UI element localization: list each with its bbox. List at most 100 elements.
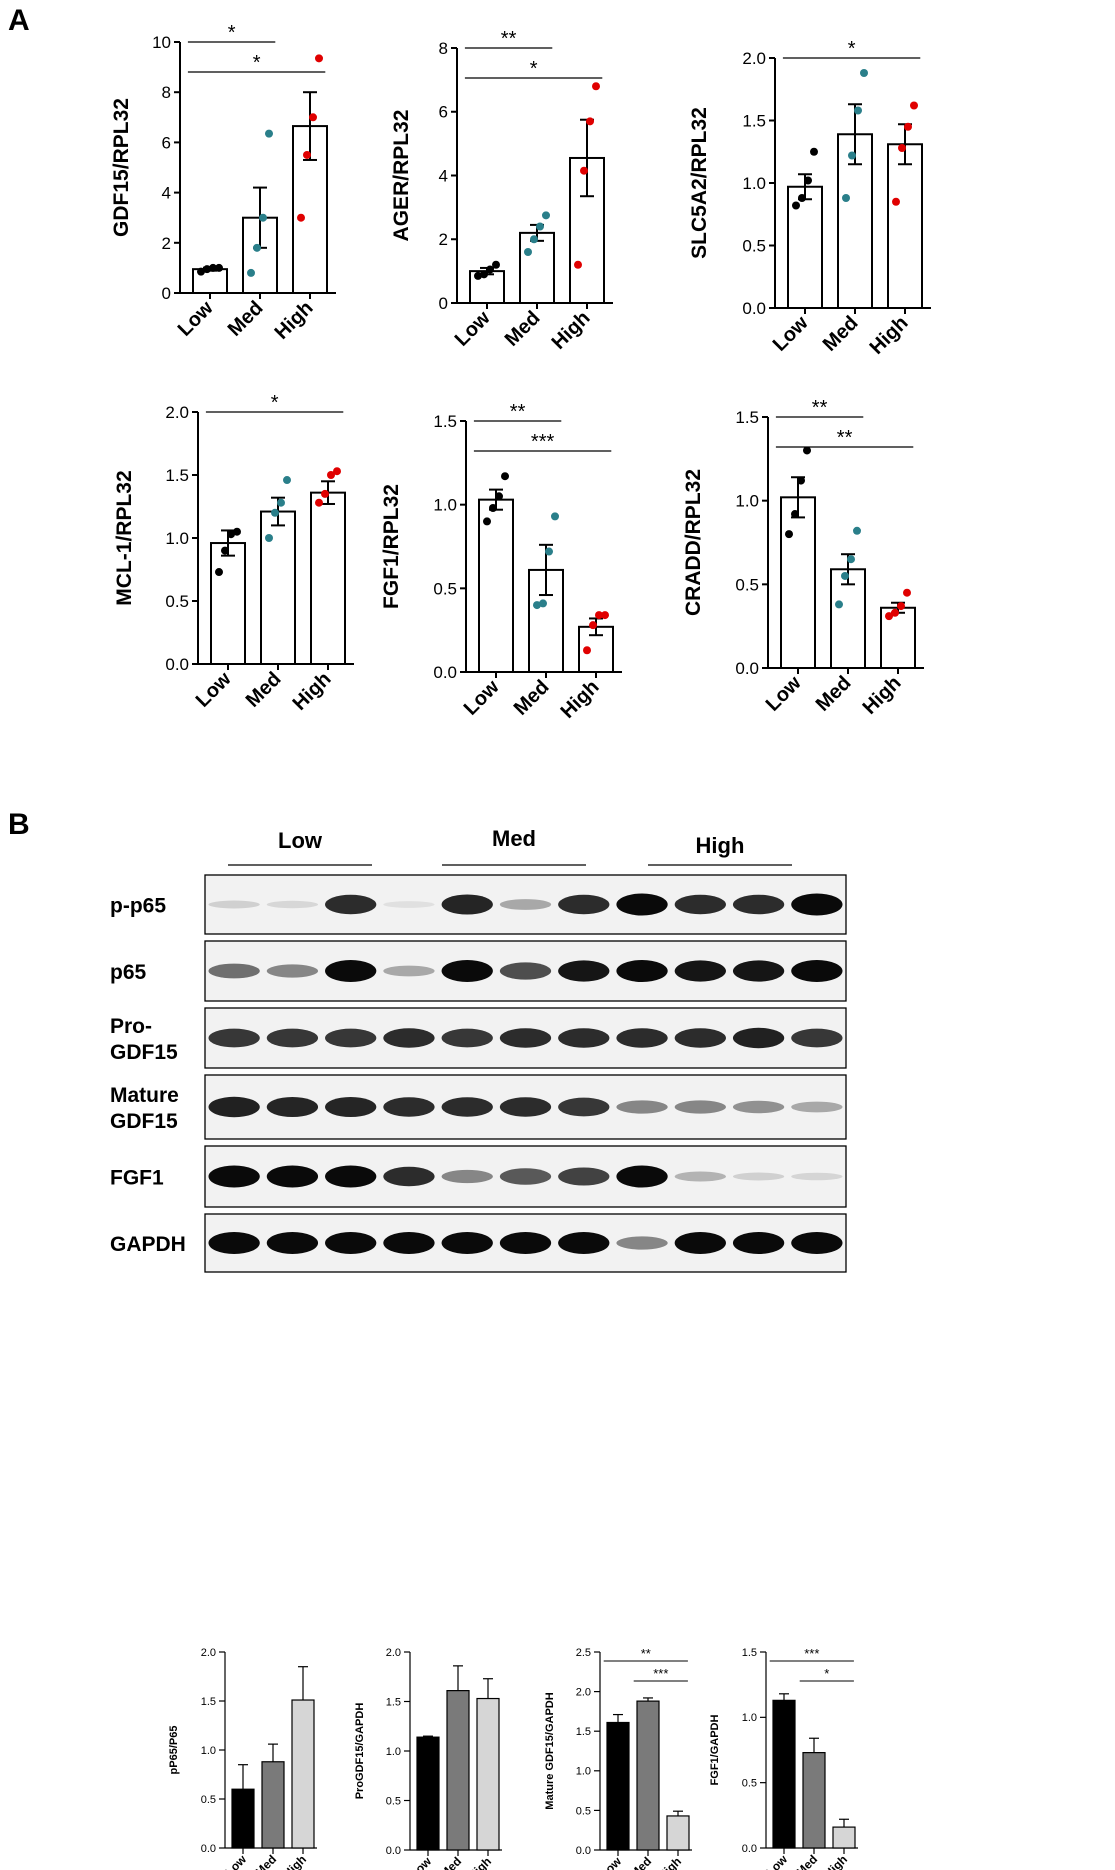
band [732,1172,785,1181]
data-point [495,492,503,501]
y-tick-label: 1.0 [201,1745,216,1757]
data-point [574,260,582,269]
y-tick-label: 0 [439,294,448,313]
band [208,1165,260,1188]
band [674,1232,726,1254]
y-tick-label: 1.5 [201,1696,216,1708]
y-axis-label: GDF15/RPL32 [110,98,133,237]
chart-1: 0 2 4 6 8 10 GDF15/RPL32 Low Med High * * [110,22,336,344]
data-point [885,612,893,621]
y-tick-label: 0.0 [742,299,766,318]
data-point [545,547,553,556]
y-tick-label: 2.0 [201,1647,216,1659]
data-point [589,621,597,630]
chart-8: 0.0 0.5 1.0 1.5 2.0 ProGDF15/GAPDH Low Med High [354,1647,502,1870]
data-point [810,147,818,156]
y-tick-label: 0.0 [201,1843,216,1855]
data-point [586,117,594,126]
y-tick-label: 0.0 [742,1843,757,1855]
blot-row-label: GDF15 [110,1110,178,1133]
data-point [583,646,591,655]
y-tick-label: 2.0 [742,49,766,68]
x-tick-label: Low [192,668,236,712]
data-point [203,265,211,274]
significance-label: * [530,58,538,80]
y-tick-label: 2 [439,230,448,249]
data-point [327,471,335,479]
data-point [595,611,603,620]
y-tick-label: 1.0 [735,492,759,511]
data-point [848,151,856,160]
band [558,1167,610,1186]
data-point [580,166,588,175]
data-point [233,527,241,536]
y-tick-label: 6 [439,103,448,122]
y-tick-label: 1.5 [742,1647,757,1659]
x-tick-label: High [289,668,336,715]
band [441,1097,493,1117]
y-tick-label: 2.0 [165,403,189,422]
y-tick-label: 0 [162,284,171,303]
significance-label: * [228,22,236,44]
y-tick-label: 1.0 [386,1746,401,1758]
band [266,964,319,978]
bar-low [606,1721,630,1851]
band [499,899,552,910]
x-tick-label: Med [812,672,856,716]
y-tick-label: 0.5 [742,236,766,255]
y-axis-label: pP65/P65 [168,1726,180,1775]
x-tick-label: Med [819,312,863,356]
y-axis-label: ProGDF15/GAPDH [354,1703,366,1800]
y-axis-label: FGF1/GAPDH [709,1715,721,1786]
band [266,900,319,909]
significance-label: ** [641,1646,651,1661]
y-axis-label: CRADD/RPL32 [682,469,705,616]
x-tick-label: High [557,676,604,723]
x-tick-label: High [866,312,913,359]
x-tick-label: High [821,1852,850,1870]
x-tick-label: Med [224,297,268,341]
y-tick-label: 0.5 [386,1795,401,1807]
y-tick-label: 0.5 [742,1778,757,1790]
data-point [910,101,918,110]
data-point [533,601,541,610]
bar-high [887,143,923,309]
data-point [297,213,305,222]
band [208,1028,260,1048]
data-point [321,489,329,498]
significance-label: ** [812,397,828,419]
panel-label-b: B [8,808,30,841]
data-point [489,504,497,513]
data-point [492,260,500,269]
y-tick-label: 1.5 [576,1726,591,1738]
data-point [501,472,509,481]
data-point [215,263,223,272]
data-point [803,446,811,455]
band [499,1028,552,1048]
band [325,1165,377,1188]
band [732,1027,785,1049]
band [616,1100,668,1114]
band [325,1028,377,1048]
bar-high [291,1699,315,1849]
significance-label: *** [653,1666,668,1681]
chart-9: 0.0 0.5 1.0 1.5 2.0 2.5 Mature GDF15/GAPDH Low M… [544,1646,692,1870]
band [383,1097,435,1117]
y-tick-label: 1.5 [386,1696,401,1708]
band [558,1232,610,1254]
significance-label: ** [510,401,526,423]
chart-7: 0.0 0.5 1.0 1.5 2.0 pP65/P65 Low Med High [168,1647,317,1870]
y-tick-label: 0.5 [165,592,189,611]
band [383,965,435,977]
x-tick-label: Low [762,672,806,716]
data-point [897,602,905,611]
data-point [892,197,900,206]
y-tick-label: 6 [162,133,171,152]
data-point [536,222,544,231]
data-point [265,534,273,542]
band [208,1096,260,1118]
significance-label: * [253,52,261,74]
